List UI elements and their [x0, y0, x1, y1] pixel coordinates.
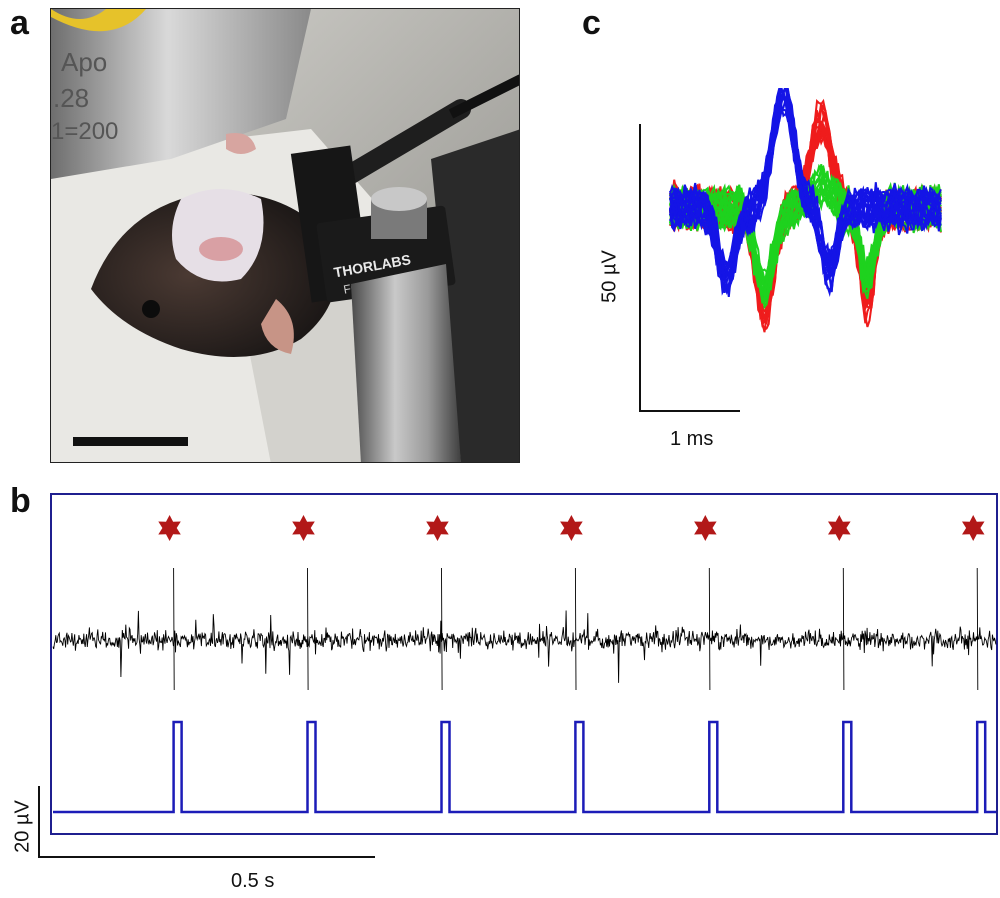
panel-label-b: b: [10, 482, 31, 520]
waveform-trace: [669, 95, 942, 281]
mouse-photo-illustration: Apo .28 1=200 THORLABS FCM1.2: [51, 9, 519, 462]
spike-star-6: [828, 515, 851, 541]
trace-frame: [50, 493, 998, 835]
steel-post: [351, 264, 461, 462]
panel-label-a: a: [10, 4, 29, 42]
stimulus-pulse-train: [53, 720, 996, 814]
mouse-eye: [142, 300, 160, 318]
panel-b-y-scale-label: 20 µV: [11, 800, 34, 853]
objective-text-3: 1=200: [51, 118, 118, 145]
mouse-photo: Apo .28 1=200 THORLABS FCM1.2: [50, 8, 520, 463]
panel-c-x-scale-label: 1 ms: [670, 428, 714, 450]
objective-text-2: .28: [53, 83, 89, 113]
waveform-series-3: [669, 88, 942, 298]
spike-star-1: [158, 515, 181, 541]
panel-b-x-scale-label: 0.5 s: [231, 870, 275, 892]
spike-star-4: [560, 515, 583, 541]
spike-star-7: [962, 515, 985, 541]
panel-label-c: c: [582, 4, 601, 42]
spike-star-3: [426, 515, 449, 541]
spike-star-2: [292, 515, 315, 541]
waveform-series-group: [669, 88, 942, 333]
spike-star-5: [694, 515, 717, 541]
objective-text-1: Apo: [61, 47, 107, 77]
spike-markers: [158, 515, 985, 541]
photo-scale-bar: [73, 437, 188, 446]
objective-lens: [51, 9, 311, 179]
waveform-plot: [639, 88, 942, 412]
spike-trace-plot: [38, 493, 998, 858]
voltage-trace: [52, 567, 997, 691]
panel-c-y-scale-label: 50 µV: [598, 250, 621, 303]
cranial-window: [172, 189, 264, 282]
